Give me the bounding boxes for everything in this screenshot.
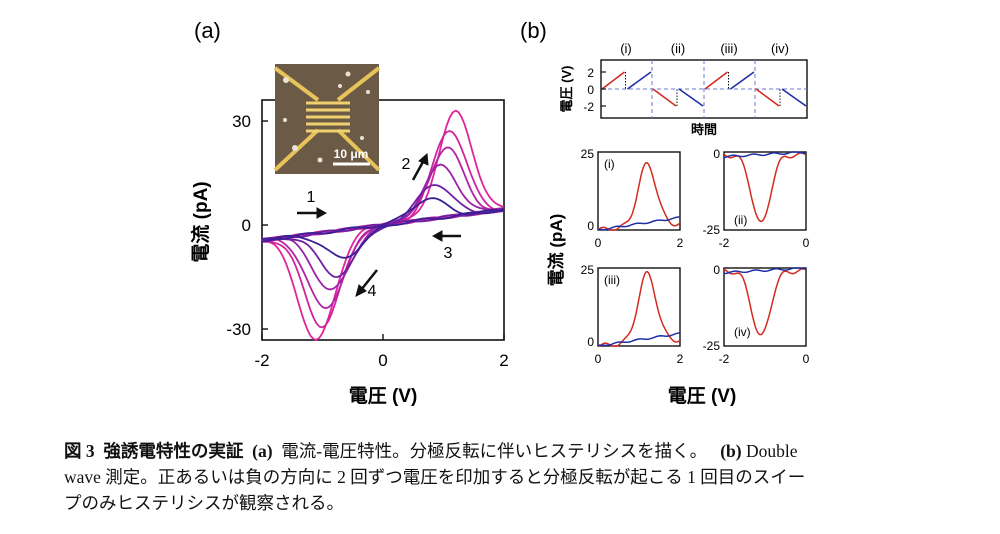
panel-a-ytick: -30 (226, 320, 251, 339)
drive-ramp-second (678, 88, 704, 107)
panel-a-ticks (261, 120, 505, 340)
drive-ytick: -2 (583, 100, 594, 114)
sweep-arrows (297, 152, 461, 297)
arrow-3-head (431, 230, 443, 242)
caption-line-2: wave 測定。正あるいは負の方向に 2 回ずつ電圧を印加すると分極反転が起こる… (64, 467, 806, 487)
sub-ii-xtick: -2 (719, 236, 730, 250)
caption-title: 強誘電特性の実証 (103, 441, 244, 461)
drive-ramp-second (627, 71, 652, 90)
panel-a-ytick: 30 (232, 112, 251, 131)
sub-i-ytick: 25 (581, 147, 595, 161)
sweep-second-blue (723, 267, 806, 275)
caption-fig-label: 図 3 (64, 441, 95, 461)
arrow-3-label: 3 (444, 245, 453, 262)
segment-label: (iii) (720, 41, 737, 56)
panel-a-xtick: 0 (378, 351, 387, 370)
sub-i: (i) 25 0 0 2 (581, 147, 684, 250)
sub-iv-xtick: 0 (803, 352, 810, 366)
hysteresis-loop-forward (261, 197, 505, 240)
panel-a-curves (261, 109, 505, 341)
panel-a-xlabel: 電圧 (V) (349, 385, 418, 407)
caption-line-1: 図 3 強誘電特性の実証 (a) 電流-電圧特性。分極反転に伴いヒステリシスを描… (64, 438, 944, 464)
arrow-1-label: 1 (307, 189, 316, 206)
sub-iv-xtick: -2 (719, 352, 730, 366)
sub-iii-ytick: 25 (581, 263, 595, 277)
sweep-second-blue (598, 216, 680, 231)
arrow-2 (411, 159, 426, 181)
inset-scale-label: 10 μm (334, 147, 369, 161)
caption-b-label: (b) (720, 441, 742, 461)
figure: (a) -2 0 2 30 0 -30 電圧 (V) 電流 (pA) (189, 18, 810, 407)
hysteresis-loop-backward (261, 208, 505, 259)
arrow-2-label: 2 (402, 156, 411, 173)
sub-ii-label: (ii) (734, 213, 747, 227)
panel-b-xlabel: 電圧 (V) (668, 385, 737, 407)
sub-ii-ytick: 0 (713, 147, 720, 161)
segment-label: (ii) (671, 41, 685, 56)
sub-iv: (iv) 0 -25 -2 0 (703, 263, 810, 366)
sub-iv-label: (iv) (734, 325, 751, 339)
hysteresis-loop-backward (262, 208, 505, 291)
sub-i-ytick: 0 (587, 219, 594, 233)
sub-i-xtick: 2 (677, 236, 684, 250)
sub-iv-ytick: -25 (703, 339, 721, 353)
arrow-1-head (316, 207, 328, 219)
sub-iii-xtick: 2 (677, 352, 684, 366)
drive-ytick: 0 (587, 83, 594, 97)
panel-a-ytick: 0 (242, 216, 251, 235)
arrow-2-head (418, 152, 429, 166)
drive-ramp-first (601, 71, 625, 90)
sub-iii-ytick: 0 (587, 335, 594, 349)
drive-ylabel: 電圧 (V) (559, 66, 574, 113)
sweep-first-red (723, 152, 807, 223)
caption-a-text: 電流-電圧特性。分極反転に伴いヒステリシスを描く。 (281, 441, 708, 461)
figure-caption: 図 3 強誘電特性の実証 (a) 電流-電圧特性。分極反転に伴いヒステリシスを描… (64, 438, 944, 516)
panel-a-label: (a) (194, 18, 221, 43)
drive-ramp-first (652, 88, 677, 107)
sub-ii-ytick: -25 (703, 223, 721, 237)
sub-iv-ytick: 0 (713, 263, 720, 277)
arrow-4-head (355, 284, 367, 297)
drive-ramp-second (781, 88, 807, 107)
sub-iii-label: (iii) (604, 273, 620, 287)
arrow-4 (360, 269, 378, 291)
caption-line-3: プのみヒステリシスが観察される。 (64, 493, 344, 513)
drive-ramp-second (730, 71, 755, 90)
arrow-4-label: 4 (368, 283, 377, 300)
hysteresis-loop-backward (261, 208, 505, 278)
panel-a-xtick: -2 (254, 351, 269, 370)
sub-iii: (iii) 25 0 0 2 (581, 263, 684, 366)
segment-label: (iv) (771, 41, 789, 56)
sweep-second-blue (723, 151, 807, 159)
sweep-second-blue (597, 332, 681, 347)
sub-ii-xtick: 0 (803, 236, 810, 250)
caption-b-text-1: Double (746, 441, 798, 461)
caption-a-label: (a) (252, 441, 273, 461)
sweep-first-red (723, 268, 807, 336)
sweep-first-red (597, 162, 681, 231)
drive-wave: 2 0 -2 (i) (ii) (iii) (iv) 電圧 (V) 時間 (559, 41, 808, 137)
sweep-first-red (598, 270, 681, 347)
panel-b-small-curves (597, 151, 807, 347)
drive-ytick: 2 (587, 66, 594, 80)
sub-ii: (ii) 0 -25 -2 0 (703, 147, 810, 250)
panel-b-label: (b) (520, 18, 547, 43)
drive-ramp-first (755, 88, 780, 107)
sub-i-label: (i) (604, 157, 615, 171)
panel-b-ylabel: 電流 (pA) (546, 214, 566, 287)
drive-xlabel: 時間 (691, 122, 717, 137)
drive-ramp-first (704, 71, 728, 90)
sub-iii-xtick: 0 (595, 352, 602, 366)
panel-a-xtick: 2 (499, 351, 508, 370)
sub-i-xtick: 0 (595, 236, 602, 250)
panel-a-ylabel: 電流 (pA) (189, 181, 212, 262)
inset-micrograph: 10 μm (273, 64, 381, 174)
segment-label: (i) (620, 41, 632, 56)
